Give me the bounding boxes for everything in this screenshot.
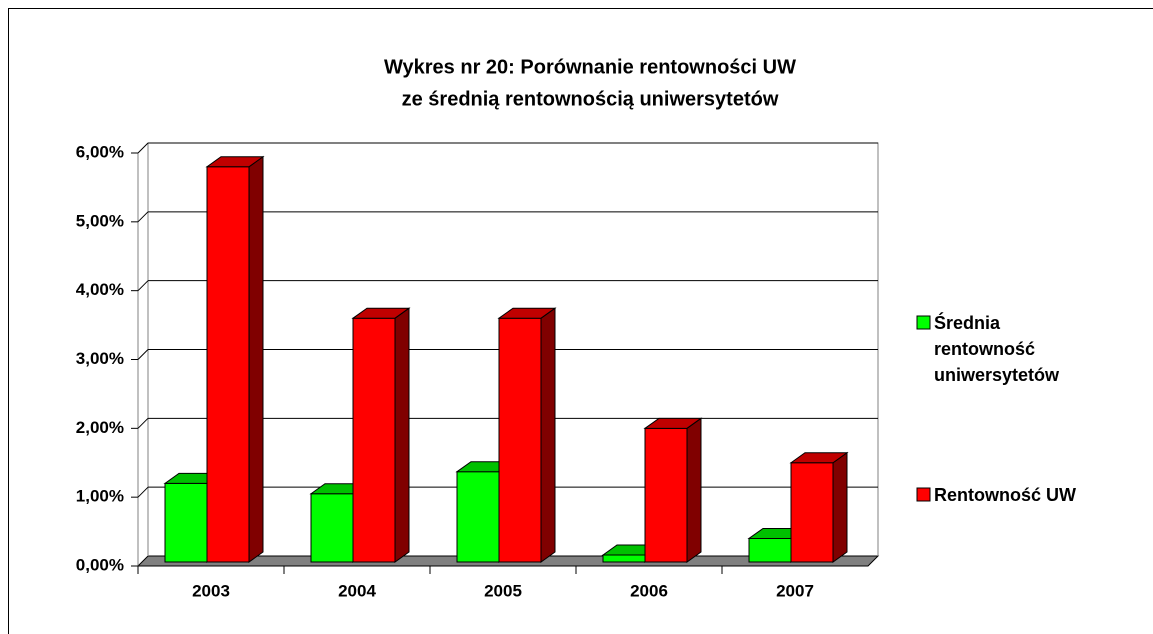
- y-tick-label: 2,00%: [76, 418, 124, 437]
- bar-side: [686, 417, 702, 563]
- bar: [790, 462, 834, 563]
- bar-top: [205, 156, 265, 168]
- x-tick-label: 2007: [776, 581, 814, 600]
- legend-label: Średnia rentowność uniwersytetów: [934, 313, 1060, 385]
- y-tick-label: 5,00%: [76, 211, 124, 230]
- bar-top: [789, 452, 849, 464]
- bar: [602, 554, 646, 563]
- grid-line: [137, 486, 149, 498]
- bar: [206, 166, 250, 563]
- grid-line: [137, 280, 149, 292]
- y-tick-label: 1,00%: [76, 487, 124, 506]
- chart-title: ze średnią rentownością uniwersytetów: [402, 88, 779, 110]
- bar: [310, 493, 354, 563]
- bar-top: [497, 307, 557, 319]
- bar: [456, 471, 500, 563]
- y-tick-label: 6,00%: [76, 142, 124, 161]
- bar-side: [248, 155, 264, 563]
- bar: [164, 482, 208, 563]
- x-tick-label: 2003: [192, 581, 230, 600]
- bar-side: [394, 307, 410, 563]
- bar-side: [832, 451, 848, 563]
- x-tick-label: 2004: [338, 581, 376, 600]
- x-tick-label: 2006: [630, 581, 668, 600]
- grid-line: [137, 142, 149, 154]
- legend-swatch: [916, 315, 931, 330]
- grid-line: [137, 417, 149, 429]
- bar: [352, 317, 396, 563]
- x-tick-label: 2005: [484, 581, 522, 600]
- legend-label: Rentowność UW: [934, 485, 1076, 505]
- y-tick-label: 4,00%: [76, 280, 124, 299]
- grid-line: [137, 349, 149, 360]
- legend-swatch: [916, 487, 931, 502]
- chart-title: Wykres nr 20: Porównanie rentowności UW: [384, 56, 796, 78]
- y-tick-label: 3,00%: [76, 349, 124, 368]
- bar: [498, 317, 542, 563]
- bar: [644, 427, 688, 563]
- frame: [8, 8, 1153, 634]
- bar: [748, 537, 792, 563]
- bar-top: [351, 307, 411, 319]
- bar-top: [643, 417, 703, 429]
- y-tick-label: 0,00%: [76, 555, 124, 574]
- grid-line: [137, 211, 149, 223]
- bar-side: [540, 307, 556, 563]
